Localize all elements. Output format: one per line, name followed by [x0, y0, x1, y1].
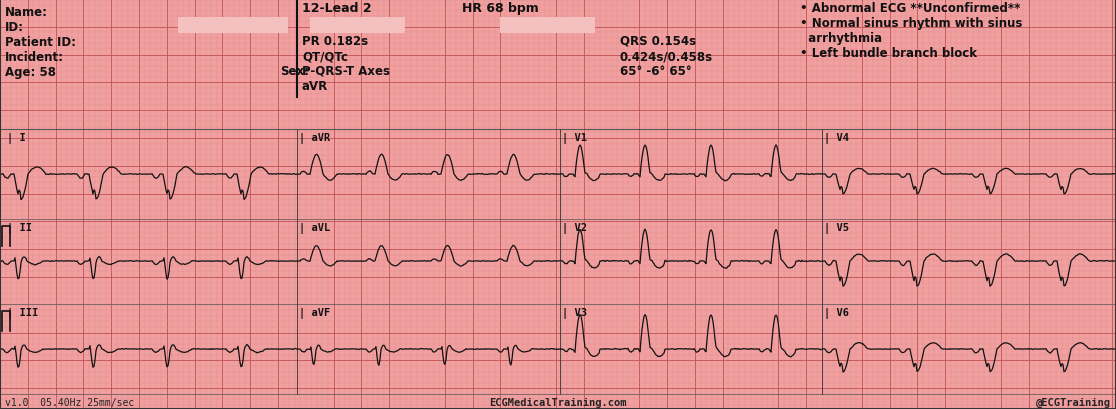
- Bar: [177, 18, 288, 34]
- Bar: [500, 18, 595, 34]
- Bar: [310, 18, 405, 34]
- Text: | V5: | V5: [824, 222, 849, 234]
- Text: Name:: Name:: [4, 6, 48, 19]
- Text: | V3: | V3: [562, 307, 587, 318]
- Text: Patient ID:: Patient ID:: [4, 36, 76, 49]
- Text: | aVL: | aVL: [299, 222, 330, 234]
- Text: 12-Lead 2: 12-Lead 2: [302, 2, 372, 15]
- Text: QRS 0.154s: QRS 0.154s: [620, 35, 696, 48]
- Text: | aVF: | aVF: [299, 307, 330, 318]
- Text: | V6: | V6: [824, 307, 849, 318]
- Text: PR 0.182s: PR 0.182s: [302, 35, 368, 48]
- Text: 0.424s/0.458s: 0.424s/0.458s: [620, 50, 713, 63]
- Text: • Normal sinus rhythm with sinus: • Normal sinus rhythm with sinus: [800, 17, 1022, 30]
- Text: aVR: aVR: [302, 80, 328, 93]
- Text: | aVR: | aVR: [299, 133, 330, 144]
- Text: ID:: ID:: [4, 21, 25, 34]
- Text: | V1: | V1: [562, 133, 587, 144]
- Text: v1.0  05.40Hz 25mm/sec: v1.0 05.40Hz 25mm/sec: [4, 397, 134, 407]
- Text: arrhythmia: arrhythmia: [800, 32, 882, 45]
- Text: @ECGTraining: @ECGTraining: [1036, 397, 1112, 407]
- Text: QT/QTc: QT/QTc: [302, 50, 348, 63]
- Text: • Left bundle branch block: • Left bundle branch block: [800, 47, 976, 60]
- Text: | II: | II: [7, 222, 32, 234]
- Text: Age: 58: Age: 58: [4, 66, 56, 79]
- Text: | V2: | V2: [562, 222, 587, 234]
- Text: | V4: | V4: [824, 133, 849, 144]
- Text: Incident:: Incident:: [4, 51, 64, 64]
- Text: P-QRS-T Axes: P-QRS-T Axes: [302, 65, 389, 78]
- Text: 65° -6° 65°: 65° -6° 65°: [620, 65, 692, 78]
- Text: Sex:: Sex:: [280, 65, 309, 78]
- Text: | I: | I: [7, 133, 26, 144]
- Text: | III: | III: [7, 307, 38, 318]
- Text: • Abnormal ECG **Unconfirmed**: • Abnormal ECG **Unconfirmed**: [800, 2, 1020, 15]
- Text: HR 68 bpm: HR 68 bpm: [462, 2, 539, 15]
- Text: ECGMedicalTraining.com: ECGMedicalTraining.com: [489, 397, 627, 407]
